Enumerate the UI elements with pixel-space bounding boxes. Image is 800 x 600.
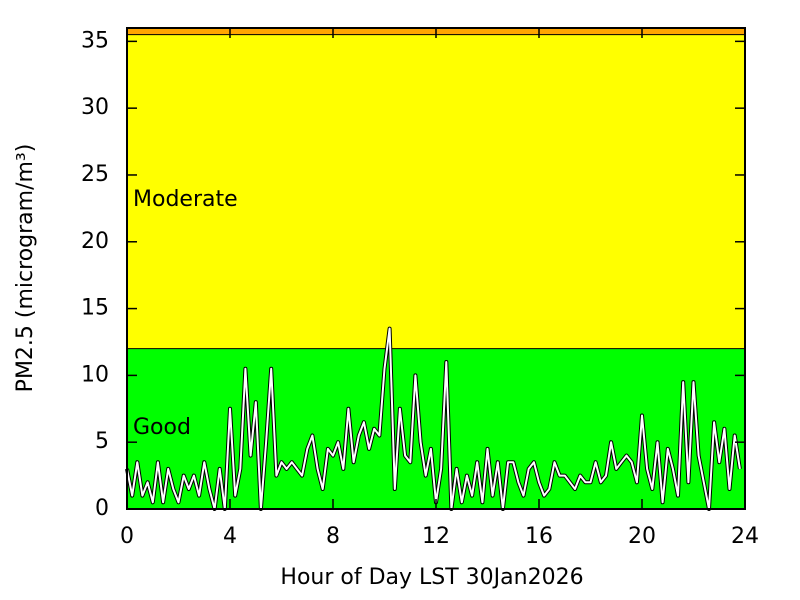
x-tick-label: 16: [525, 524, 553, 549]
x-tick-label: 20: [628, 524, 656, 549]
y-tick-label: 20: [81, 229, 109, 254]
x-tick-label: 24: [731, 524, 759, 549]
y-tick-label: 0: [95, 496, 109, 521]
x-tick-label: 4: [223, 524, 237, 549]
y-axis-label: PM2.5 (microgram/m³): [13, 144, 38, 393]
band-label: Moderate: [133, 187, 238, 212]
x-tick-label: 12: [422, 524, 450, 549]
x-tick-label: 8: [326, 524, 340, 549]
line: [126, 327, 741, 510]
y-tick-label: 35: [81, 28, 109, 53]
x-axis-label: Hour of Day LST 30Jan2026: [280, 565, 583, 590]
band: [127, 34, 745, 349]
y-tick-label: 10: [81, 362, 109, 387]
y-tick-label: 15: [81, 296, 109, 321]
y-tick-label: 5: [95, 429, 109, 454]
y-tick-label: 30: [81, 95, 109, 120]
y-tick-label: 25: [81, 162, 109, 187]
band-label: Good: [133, 415, 191, 440]
x-tick-label: 0: [120, 524, 134, 549]
